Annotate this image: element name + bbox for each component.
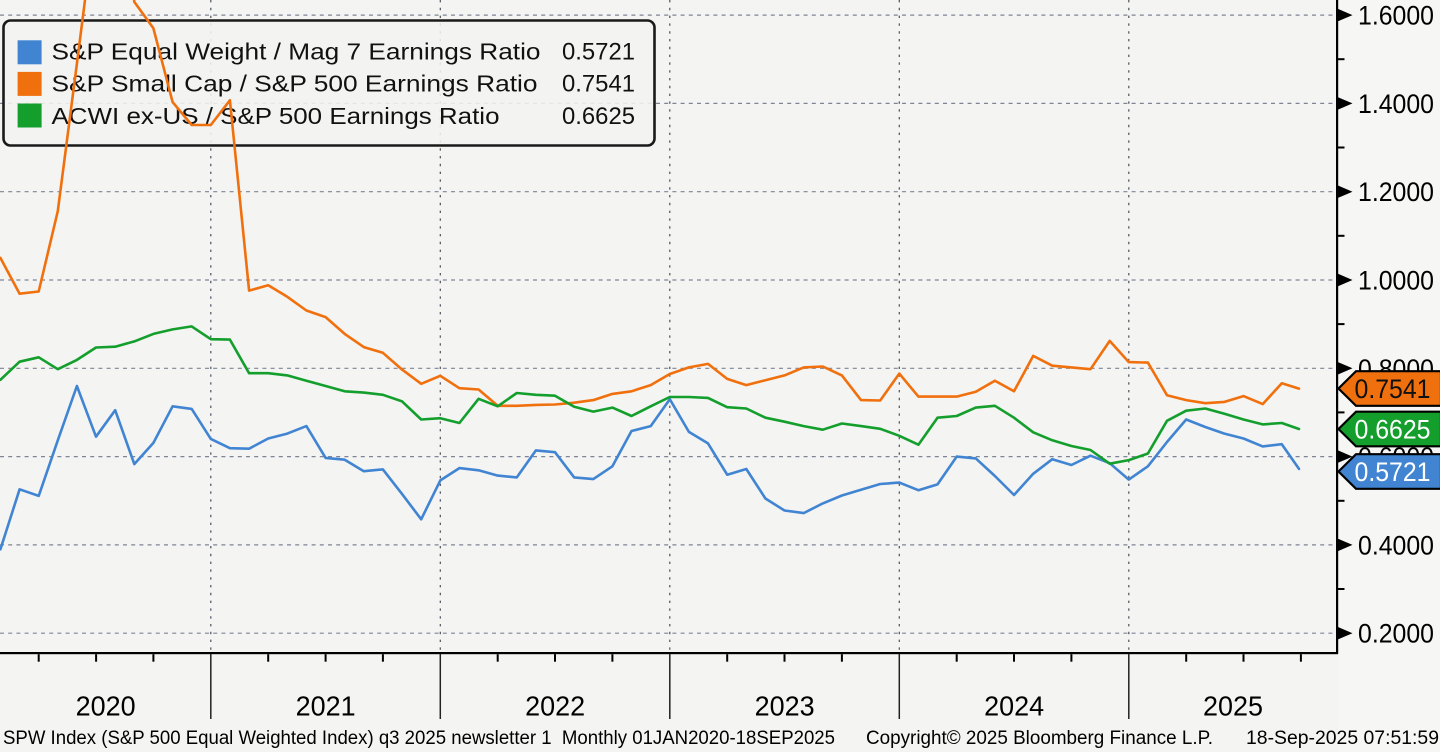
svg-text:S&P Small Cap / S&P 500 Earnin: S&P Small Cap / S&P 500 Earnings Ratio bbox=[52, 71, 538, 97]
svg-text:2022: 2022 bbox=[525, 691, 585, 722]
svg-text:2020: 2020 bbox=[76, 691, 136, 722]
svg-text:18-Sep-2025 07:51:59: 18-Sep-2025 07:51:59 bbox=[1246, 728, 1439, 749]
svg-text:2025: 2025 bbox=[1203, 691, 1263, 722]
svg-text:0.7541: 0.7541 bbox=[562, 71, 635, 98]
svg-text:1.0000: 1.0000 bbox=[1358, 266, 1434, 296]
svg-text:1.4000: 1.4000 bbox=[1358, 89, 1434, 119]
svg-text:0.6625: 0.6625 bbox=[562, 103, 635, 130]
svg-text:0.5721: 0.5721 bbox=[1355, 457, 1431, 487]
svg-text:0.5721: 0.5721 bbox=[562, 39, 635, 66]
svg-text:2021: 2021 bbox=[296, 691, 356, 722]
svg-text:1.2000: 1.2000 bbox=[1358, 177, 1434, 207]
svg-text:SPW Index (S&P 500 Equal Weigh: SPW Index (S&P 500 Equal Weighted Index)… bbox=[3, 728, 835, 749]
svg-text:0.4000: 0.4000 bbox=[1358, 530, 1434, 560]
svg-text:0.7541: 0.7541 bbox=[1355, 374, 1431, 404]
svg-text:0.2000: 0.2000 bbox=[1358, 619, 1434, 649]
svg-text:Copyright© 2025 Bloomberg Fina: Copyright© 2025 Bloomberg Finance L.P. bbox=[866, 728, 1213, 749]
svg-text:2023: 2023 bbox=[755, 691, 815, 722]
svg-text:1.6000: 1.6000 bbox=[1358, 1, 1434, 31]
svg-text:ACWI ex-US / S&P 500 Earnings: ACWI ex-US / S&P 500 Earnings Ratio bbox=[52, 103, 500, 129]
svg-text:0.6625: 0.6625 bbox=[1355, 415, 1431, 445]
svg-text:S&P Equal Weight / Mag 7 Earni: S&P Equal Weight / Mag 7 Earnings Ratio bbox=[52, 39, 541, 65]
svg-text:2024: 2024 bbox=[984, 691, 1044, 722]
